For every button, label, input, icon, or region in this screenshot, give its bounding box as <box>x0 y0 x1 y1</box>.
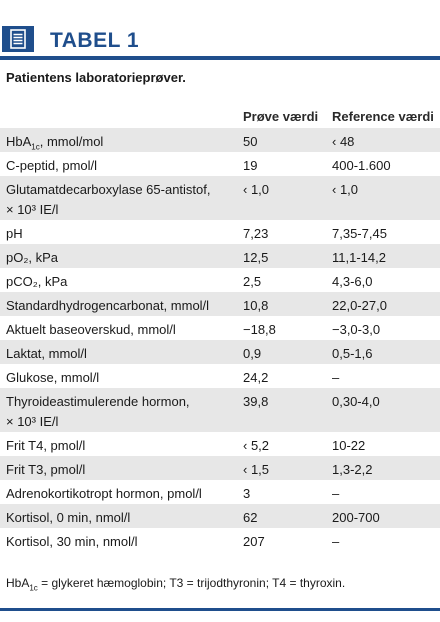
row-test-name: C-peptid, pmol/l <box>6 158 98 173</box>
row-reference-value: 200-700 <box>332 510 380 525</box>
table-row: Frit T3, pmol/l ‹ 1,5 1,3-2,2 <box>0 456 440 480</box>
row-reference-value: 7,35-7,45 <box>332 226 387 241</box>
table-row: pCO₂, kPa 2,5 4,3-6,0 <box>0 268 440 292</box>
table-row: Kortisol, 30 min, nmol/l 207 – <box>0 528 440 552</box>
table-row: Standardhydrogencarbonat, mmol/l 10,8 22,0… <box>0 292 440 316</box>
row-reference-value: – <box>332 486 340 501</box>
table-row: Aktuelt baseoverskud, mmol/l −18,8 −3,0-3,… <box>0 316 440 340</box>
row-test-value: ‹ 5,2 <box>243 438 270 453</box>
row-reference-value: 4,3-6,0 <box>332 274 373 289</box>
table-header: TABEL 1 <box>0 0 440 62</box>
row-test-name: Thyroideastimulerende hormon, × 10³ IE/l <box>6 394 190 429</box>
row-test-name: Frit T4, pmol/l <box>6 438 86 453</box>
row-test-value: 3 <box>243 486 251 501</box>
footer-divider <box>0 608 440 611</box>
row-test-name: pH <box>6 226 23 241</box>
row-reference-value: – <box>332 370 340 385</box>
row-reference-value: 0,30-4,0 <box>332 394 380 409</box>
row-test-value: 50 <box>243 134 258 149</box>
row-reference-value: – <box>332 534 340 549</box>
table-row: Adrenokortikotropt hormon, pmol/l 3 – <box>0 480 440 504</box>
row-test-name: Aktuelt baseoverskud, mmol/l <box>6 322 176 337</box>
row-test-name: Kortisol, 30 min, nmol/l <box>6 534 138 549</box>
table-column-headers: Prøve værdi Reference værdi <box>0 106 440 128</box>
table-row: pH 7,23 7,35-7,45 <box>0 220 440 244</box>
table-body: HbA1c, mmol/mol 50 ‹ 48 C-peptid, pmol/l 19 4… <box>0 128 440 552</box>
row-reference-value: 400-1.600 <box>332 158 391 173</box>
table-footnote: HbA1c = glykeret hæmoglobin; T3 = trijod… <box>6 576 345 592</box>
row-test-name: Adrenokortikotropt hormon, pmol/l <box>6 486 202 501</box>
row-test-name: pCO₂, kPa <box>6 274 68 289</box>
table-row: HbA1c, mmol/mol 50 ‹ 48 <box>0 128 440 152</box>
table-caption: Patientens laboratorieprøver. <box>6 70 186 85</box>
row-test-value: 12,5 <box>243 250 269 265</box>
table-row: Thyroideastimulerende hormon, × 10³ IE/l… <box>0 388 440 432</box>
row-test-name: Glutamatdecarboxylase 65-antistof, × 10³… <box>6 182 211 217</box>
document-list-icon <box>2 26 34 52</box>
row-test-value: −18,8 <box>243 322 276 337</box>
row-test-name: Glukose, mmol/l <box>6 370 100 385</box>
row-test-name: Laktat, mmol/l <box>6 346 87 361</box>
table-row: Glukose, mmol/l 24,2 – <box>0 364 440 388</box>
row-test-value: 62 <box>243 510 258 525</box>
row-test-value: 2,5 <box>243 274 262 289</box>
header-divider <box>0 56 440 60</box>
row-test-name: HbA1c, mmol/mol <box>6 134 104 152</box>
row-test-name: pO₂, kPa <box>6 250 59 265</box>
row-reference-value: 1,3-2,2 <box>332 462 373 477</box>
column-header-value: Prøve værdi <box>243 109 319 124</box>
row-reference-value: ‹ 48 <box>332 134 355 149</box>
table-row: Laktat, mmol/l 0,9 0,5-1,6 <box>0 340 440 364</box>
row-test-value: 24,2 <box>243 370 269 385</box>
table-row: Kortisol, 0 min, nmol/l 62 200-700 <box>0 504 440 528</box>
row-test-value: 10,8 <box>243 298 269 313</box>
row-reference-value: 11,1-14,2 <box>332 250 386 265</box>
row-reference-value: 10-22 <box>332 438 366 453</box>
row-test-value: 19 <box>243 158 258 173</box>
row-test-value: ‹ 1,5 <box>243 462 270 477</box>
row-reference-value: ‹ 1,0 <box>332 182 359 197</box>
table-row: pO₂, kPa 12,5 11,1-14,2 <box>0 244 440 268</box>
lab-results-table: Prøve værdi Reference værdi HbA1c, mmol/… <box>0 106 440 552</box>
table-title: TABEL 1 <box>50 29 140 52</box>
row-test-name: Frit T3, pmol/l <box>6 462 86 477</box>
row-test-value: 39,8 <box>243 394 269 409</box>
column-header-reference: Reference værdi <box>332 109 434 124</box>
row-reference-value: −3,0-3,0 <box>332 322 381 337</box>
table-row: Frit T4, pmol/l ‹ 5,2 10-22 <box>0 432 440 456</box>
row-reference-value: 22,0-27,0 <box>332 298 387 313</box>
row-test-name: Kortisol, 0 min, nmol/l <box>6 510 131 525</box>
footnote-text: HbA1c = glykeret hæmoglobin; T3 = trijod… <box>6 576 346 593</box>
row-test-value: 7,23 <box>243 226 269 241</box>
table-row: C-peptid, pmol/l 19 400-1.600 <box>0 152 440 176</box>
row-test-value: ‹ 1,0 <box>243 182 270 197</box>
row-test-value: 207 <box>243 534 265 549</box>
row-test-value: 0,9 <box>243 346 262 361</box>
table-row: Glutamatdecarboxylase 65-antistof, × 10³… <box>0 176 440 220</box>
row-reference-value: 0,5-1,6 <box>332 346 373 361</box>
row-test-name: Standardhydrogencarbonat, mmol/l <box>6 298 210 313</box>
